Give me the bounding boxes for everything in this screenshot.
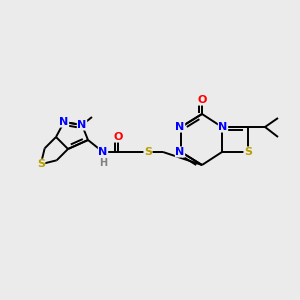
- Text: N: N: [98, 147, 108, 157]
- Text: N: N: [176, 147, 184, 157]
- Text: S: S: [244, 147, 252, 157]
- Text: S: S: [37, 159, 45, 169]
- Text: N: N: [77, 120, 87, 130]
- Text: N: N: [176, 122, 184, 132]
- Text: N: N: [218, 122, 228, 132]
- Text: O: O: [113, 132, 123, 142]
- Text: S: S: [144, 147, 152, 157]
- Text: O: O: [197, 95, 207, 105]
- Text: N: N: [59, 117, 69, 127]
- Text: H: H: [99, 158, 107, 168]
